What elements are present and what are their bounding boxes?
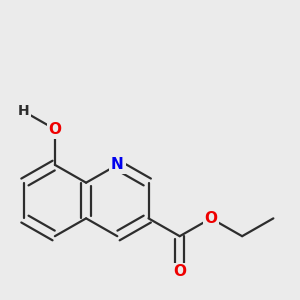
- Text: O: O: [173, 264, 186, 279]
- Text: O: O: [48, 122, 62, 137]
- Text: N: N: [111, 158, 124, 172]
- Text: O: O: [204, 211, 218, 226]
- Text: H: H: [18, 104, 29, 118]
